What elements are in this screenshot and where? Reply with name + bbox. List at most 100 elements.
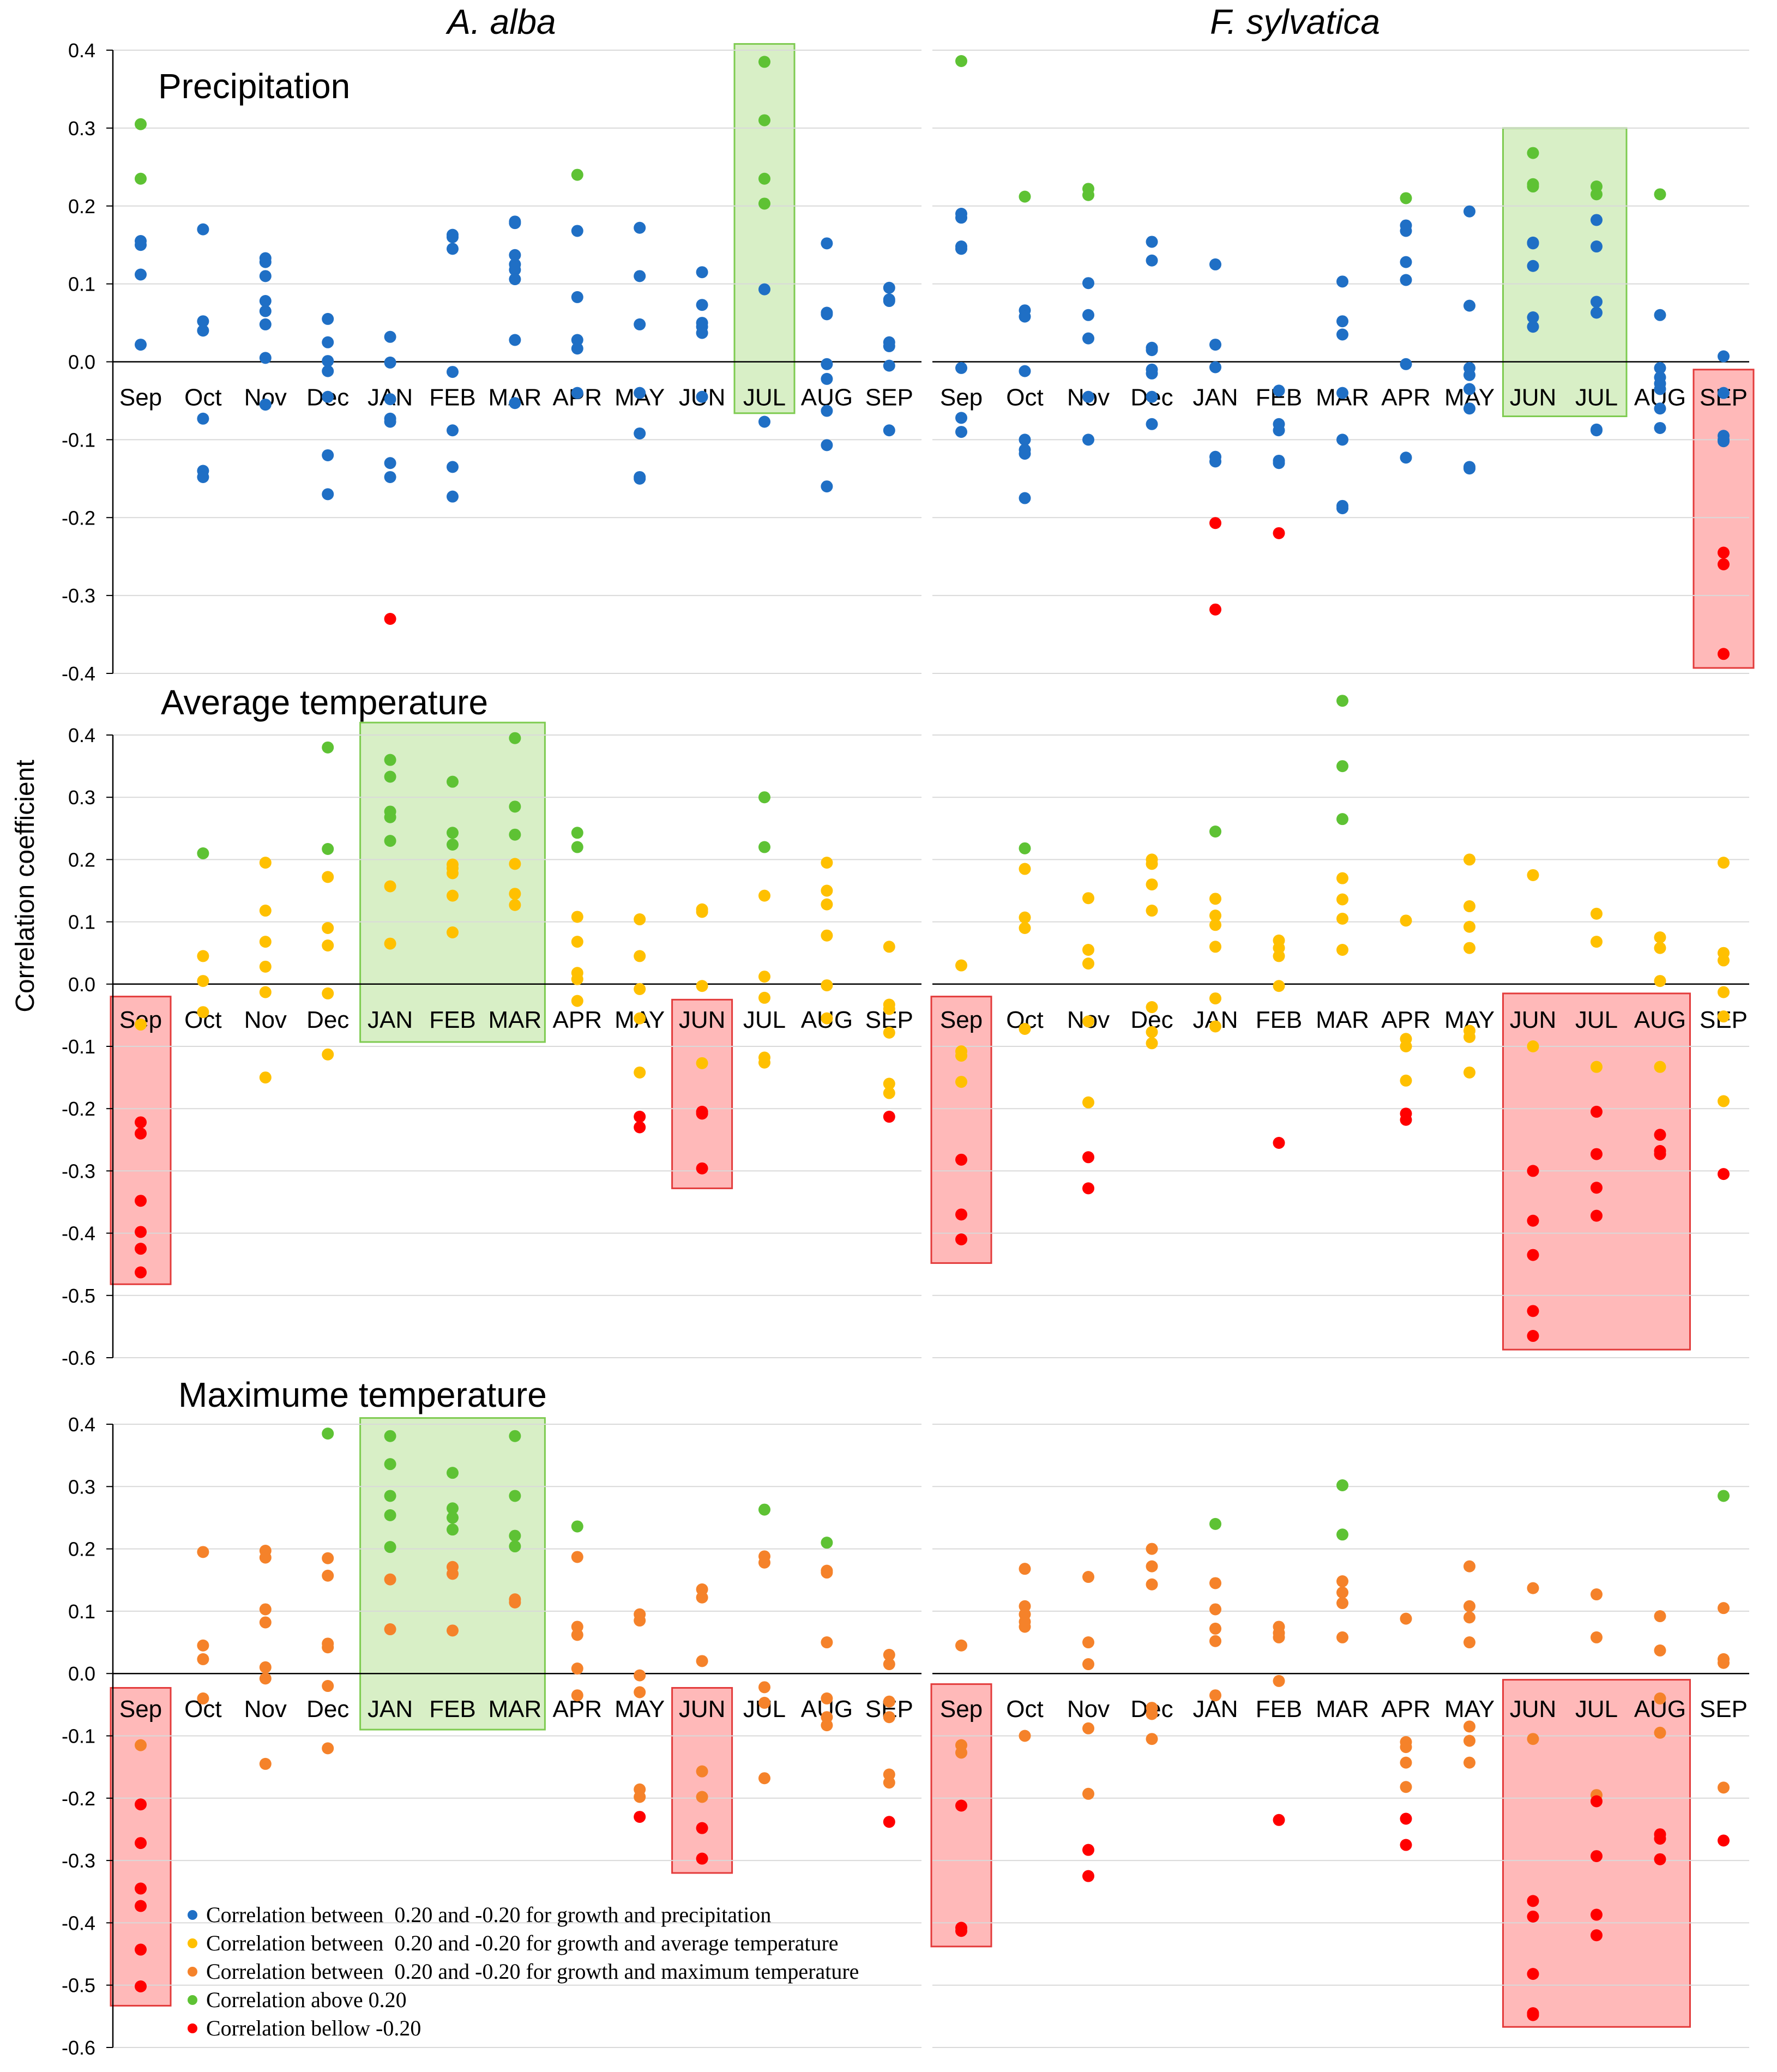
data-point xyxy=(1400,1741,1412,1754)
data-point xyxy=(1591,424,1603,437)
data-point xyxy=(322,449,334,461)
data-point xyxy=(571,827,583,839)
data-point xyxy=(322,871,334,883)
data-point xyxy=(696,1057,708,1069)
data-point xyxy=(135,1266,147,1279)
month-label: FEB xyxy=(1256,1007,1303,1033)
data-point xyxy=(758,197,770,210)
y-tick-label: -0.6 xyxy=(62,1347,95,1369)
data-point xyxy=(1146,1001,1158,1014)
data-point xyxy=(447,775,459,788)
y-tick-label: -0.1 xyxy=(62,1035,95,1058)
data-point xyxy=(821,857,833,869)
data-point xyxy=(634,318,646,330)
y-tick-label: 0.1 xyxy=(68,1600,95,1623)
month-label: JUN xyxy=(679,1007,726,1033)
data-point xyxy=(259,1672,272,1685)
data-point xyxy=(883,1776,895,1789)
green-highlight-box xyxy=(1502,127,1628,418)
data-point xyxy=(696,299,708,311)
data-point xyxy=(384,1573,396,1586)
data-point xyxy=(955,1076,967,1088)
data-point xyxy=(1654,931,1666,944)
data-point xyxy=(758,1772,770,1785)
data-point xyxy=(1718,1095,1730,1107)
data-point xyxy=(696,327,708,339)
data-point xyxy=(1019,492,1031,504)
data-point xyxy=(135,239,147,251)
month-label: JAN xyxy=(368,1007,413,1033)
data-point xyxy=(634,1686,646,1698)
data-point xyxy=(135,1980,147,1992)
data-point xyxy=(135,1127,147,1140)
data-point xyxy=(1463,1600,1475,1612)
data-point xyxy=(1336,695,1348,707)
data-point xyxy=(571,342,583,355)
data-point xyxy=(1019,1563,1031,1575)
y-tick-label: -0.1 xyxy=(62,429,95,451)
data-point xyxy=(135,268,147,281)
data-point xyxy=(1400,274,1412,286)
data-point xyxy=(1336,315,1348,328)
data-point xyxy=(696,1162,708,1174)
data-point xyxy=(883,1087,895,1099)
data-point xyxy=(883,1026,895,1039)
data-point xyxy=(821,1537,833,1549)
data-point xyxy=(758,114,770,127)
data-point xyxy=(1527,1165,1539,1177)
month-label: Dec xyxy=(306,1007,349,1033)
data-point xyxy=(322,939,334,951)
month-label: Sep xyxy=(119,1696,162,1722)
data-point xyxy=(634,1669,646,1682)
data-point xyxy=(1019,1621,1031,1633)
y-tick-label: -0.5 xyxy=(62,1285,95,1307)
data-point xyxy=(384,393,396,406)
data-point xyxy=(322,741,334,754)
data-point xyxy=(1019,922,1031,935)
y-tick-label: -0.3 xyxy=(62,1160,95,1182)
data-point xyxy=(259,960,272,973)
data-point xyxy=(1336,1631,1348,1643)
data-point xyxy=(1527,311,1539,324)
data-point xyxy=(1146,1026,1158,1038)
data-point xyxy=(509,397,521,409)
data-point xyxy=(322,1552,334,1564)
data-point xyxy=(384,356,396,369)
data-point xyxy=(322,842,334,855)
data-point xyxy=(1463,383,1475,395)
data-point xyxy=(322,355,334,368)
data-point xyxy=(955,1799,967,1812)
y-tick-label: 0.4 xyxy=(68,1413,95,1436)
data-point xyxy=(1400,1756,1412,1769)
data-point xyxy=(955,412,967,424)
data-point xyxy=(197,975,209,987)
data-point xyxy=(1209,1635,1221,1647)
data-point xyxy=(259,295,272,308)
y-tick-label: 0.3 xyxy=(68,786,95,809)
data-point xyxy=(1718,1781,1730,1794)
data-point xyxy=(1718,648,1730,660)
legend-label-above: Correlation above 0.20 xyxy=(206,1987,407,2012)
data-point xyxy=(135,1900,147,1912)
data-point xyxy=(696,1791,708,1803)
data-point xyxy=(821,308,833,321)
data-point xyxy=(955,1153,967,1166)
data-point xyxy=(1463,1560,1475,1573)
data-point xyxy=(883,424,895,437)
data-point xyxy=(1019,1023,1031,1035)
data-point xyxy=(197,1006,209,1019)
data-point xyxy=(447,231,459,243)
data-point xyxy=(135,1195,147,1207)
data-point xyxy=(1336,387,1348,399)
data-point xyxy=(259,1757,272,1770)
month-label: Sep xyxy=(119,384,162,411)
data-point xyxy=(259,399,272,411)
data-point xyxy=(1527,147,1539,159)
data-point xyxy=(1527,180,1539,193)
data-point xyxy=(883,1816,895,1828)
y-tick-label: -0.1 xyxy=(62,1725,95,1748)
data-point xyxy=(509,828,521,841)
data-point xyxy=(1527,260,1539,272)
data-point xyxy=(1209,1689,1221,1702)
data-point xyxy=(571,1689,583,1702)
